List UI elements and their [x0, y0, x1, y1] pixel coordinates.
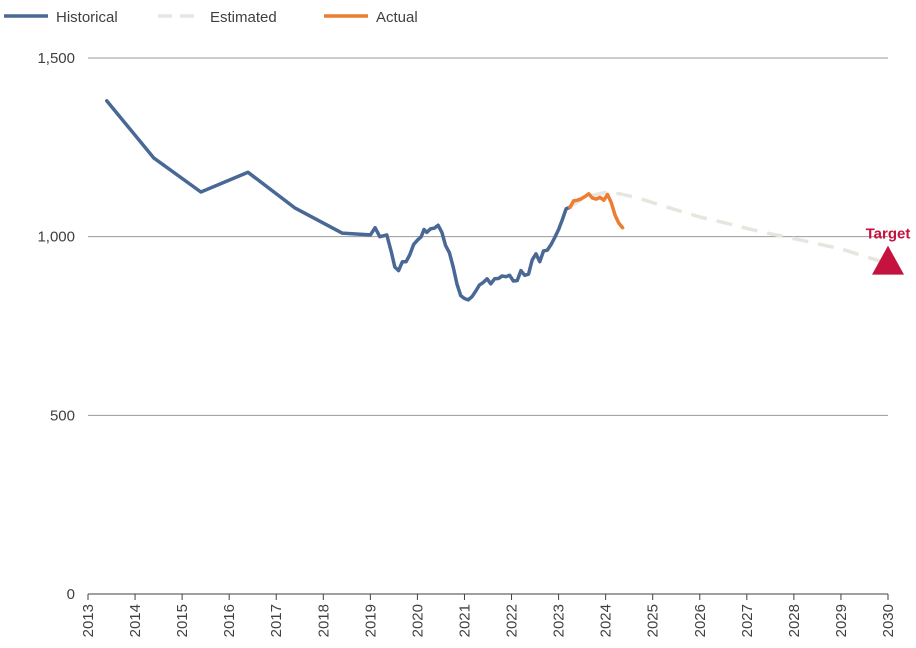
x-tick-label: 2025: [645, 604, 662, 637]
series-line-historical: [105, 99, 572, 302]
x-tick-label: 2018: [315, 604, 332, 637]
target-marker: [872, 245, 904, 275]
x-axis: 2013 2014 2015 2016 2017 2018 2019 2020 2021 2022…: [80, 593, 897, 637]
x-tick-label: 2013: [80, 604, 97, 637]
legend-item-actual: Actual: [324, 9, 418, 26]
y-tick-label: 500: [50, 407, 75, 424]
y-tick-label: 0: [67, 586, 75, 603]
y-tick-label: 1,000: [37, 229, 75, 246]
x-tick-label: 2019: [362, 604, 379, 637]
x-tick-label: 2021: [456, 604, 473, 637]
x-tick-label: 2016: [221, 604, 238, 637]
target-label: Target: [866, 226, 911, 243]
series-line-actual: [568, 192, 625, 230]
x-tick-label: 2026: [692, 604, 709, 637]
x-tick-label: 2014: [127, 604, 144, 637]
x-tick-label: 2023: [551, 604, 568, 637]
series-layer: [105, 99, 889, 302]
x-tick-label: 2024: [598, 604, 615, 637]
y-axis: 0 500 1,000 1,500: [37, 50, 75, 603]
legend-label: Historical: [56, 9, 118, 26]
x-tick-label: 2028: [786, 604, 803, 637]
x-tick-label: 2022: [504, 604, 521, 637]
x-tick-label: 2020: [409, 604, 426, 637]
target-layer: Target: [866, 226, 911, 275]
x-tick-label: 2015: [174, 604, 191, 637]
x-tick-label: 2029: [833, 604, 850, 637]
legend-item-historical: Historical: [4, 9, 118, 26]
legend-label: Estimated: [210, 9, 277, 26]
legend-item-estimated: Estimated: [158, 9, 277, 26]
x-tick-label: 2030: [880, 604, 897, 637]
x-tick-label: 2017: [268, 604, 285, 637]
y-tick-label: 1,500: [37, 50, 75, 67]
gridlines: [88, 57, 888, 416]
series-line-estimated: [567, 190, 889, 266]
x-tick-label: 2027: [739, 604, 756, 637]
legend-label: Actual: [376, 9, 418, 26]
legend: Historical Estimated Actual: [4, 9, 418, 26]
